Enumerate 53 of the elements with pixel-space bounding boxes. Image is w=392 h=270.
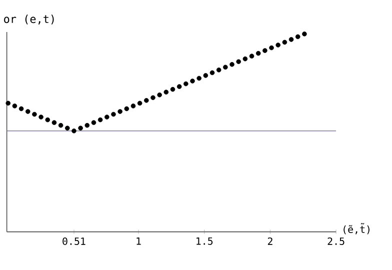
- point: [130, 104, 136, 108]
- point: [58, 123, 64, 128]
- point: [196, 76, 202, 81]
- point: [216, 68, 222, 72]
- point: [150, 95, 156, 100]
- point: [276, 42, 280, 48]
- point: [38, 114, 44, 120]
- point: [302, 32, 307, 36]
- x-tick-label: 1.5: [196, 238, 213, 245]
- point: [52, 120, 57, 126]
- point: [295, 34, 300, 40]
- point: [236, 59, 241, 64]
- point: [98, 118, 103, 122]
- x-tick-label: 0.51: [62, 238, 86, 246]
- y-axis-title: or (e,t): [4, 14, 54, 25]
- point: [164, 90, 169, 95]
- point: [210, 70, 215, 76]
- x-tick-label: 1: [136, 238, 141, 245]
- point: [256, 51, 261, 56]
- point: [78, 126, 83, 131]
- point: [72, 128, 76, 134]
- point: [104, 114, 110, 120]
- point: [223, 64, 228, 70]
- point: [262, 48, 268, 54]
- point: [269, 46, 274, 50]
- point: [64, 126, 70, 131]
- x-tick-label: 2.5: [328, 238, 344, 246]
- point: [170, 87, 176, 92]
- point: [288, 37, 294, 42]
- x-tick-label: 2: [268, 238, 272, 245]
- point: [249, 54, 254, 59]
- point: [6, 100, 11, 106]
- point: [282, 40, 288, 45]
- point: [137, 100, 142, 106]
- point: [184, 82, 188, 86]
- point: [242, 56, 248, 62]
- point: [144, 98, 149, 103]
- point: [45, 118, 50, 122]
- point: [190, 78, 195, 84]
- point: [32, 112, 37, 117]
- x-axis-title: (ẽ,t̃): [344, 223, 370, 234]
- point: [111, 112, 116, 117]
- point: [25, 109, 30, 114]
- point: [12, 104, 18, 108]
- point: [18, 106, 24, 112]
- point: [118, 109, 122, 114]
- point: [230, 62, 234, 67]
- point: [124, 106, 130, 112]
- point: [176, 84, 182, 90]
- point: [203, 73, 208, 78]
- point: [157, 92, 162, 98]
- point: [91, 120, 96, 126]
- point: [84, 123, 90, 128]
